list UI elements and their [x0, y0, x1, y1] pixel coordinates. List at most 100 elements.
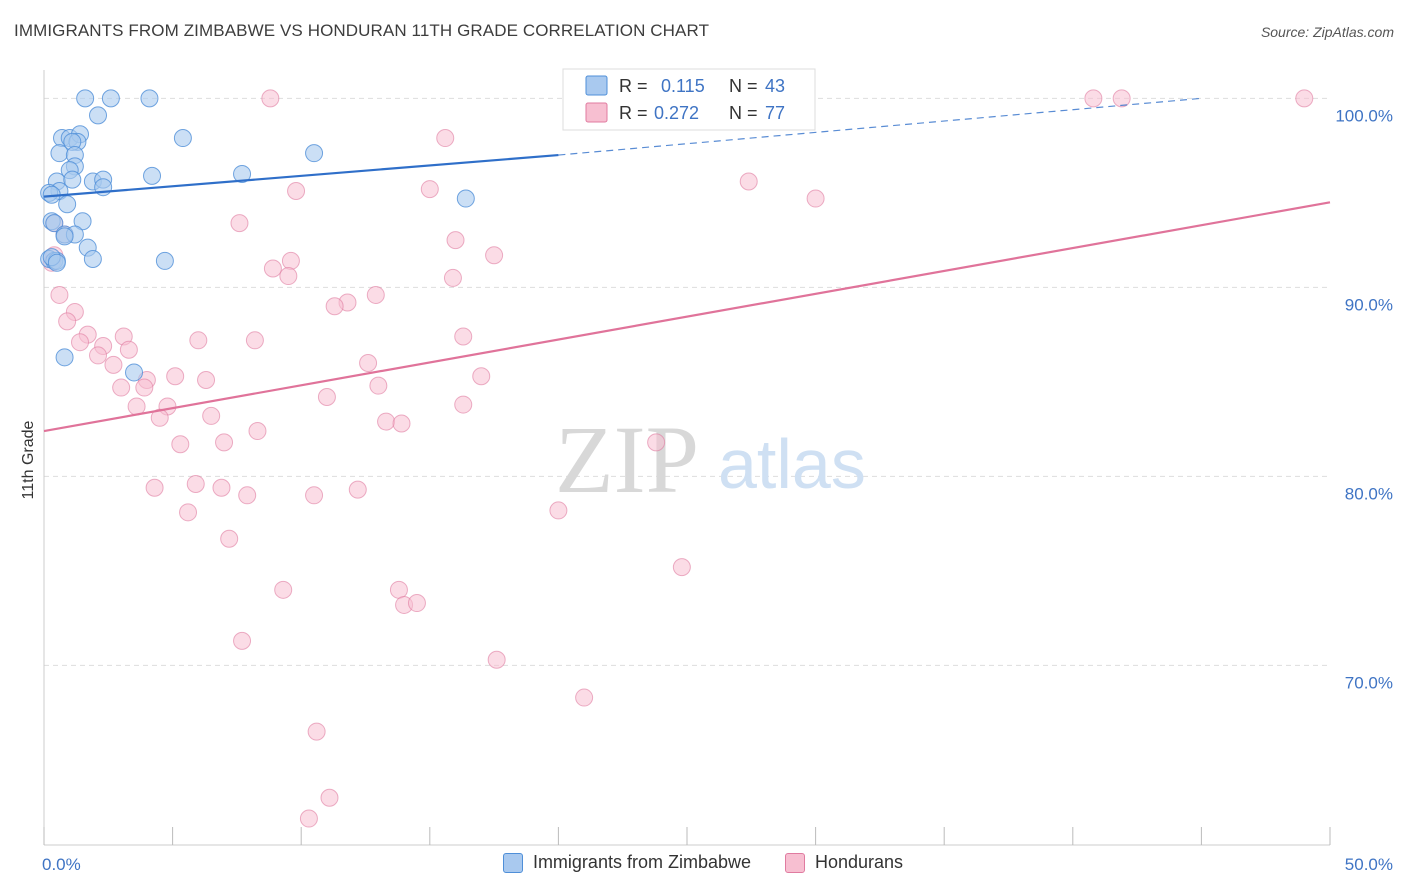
point-honduran [145, 478, 164, 497]
point-honduran [233, 631, 252, 650]
y-tick-label: 90.0% [1345, 295, 1393, 314]
gridlines [44, 97, 1330, 666]
legend-n-label-2: N = [729, 103, 758, 123]
point-honduran [739, 172, 758, 191]
point-honduran [274, 580, 293, 599]
source-label: Source: ZipAtlas.com [1260, 24, 1394, 40]
point-honduran [443, 268, 462, 287]
point-zimbabwe [233, 164, 252, 183]
series-zimbabwe [40, 89, 475, 382]
y-tick-label: 70.0% [1345, 673, 1393, 692]
point-honduran [307, 722, 326, 741]
point-honduran [71, 333, 90, 352]
legend-label-zimbabwe: Immigrants from Zimbabwe [532, 852, 751, 872]
point-honduran [472, 367, 491, 386]
point-honduran [806, 189, 825, 208]
point-honduran [230, 214, 249, 233]
point-zimbabwe [83, 250, 102, 269]
point-honduran [202, 406, 221, 425]
point-zimbabwe [173, 129, 192, 148]
point-honduran [436, 129, 455, 148]
point-honduran [220, 529, 239, 548]
point-zimbabwe [125, 363, 144, 382]
point-honduran [348, 480, 367, 499]
point-honduran [281, 251, 300, 270]
point-honduran [104, 355, 123, 374]
chart-title: IMMIGRANTS FROM ZIMBABWE VS HONDURAN 11T… [14, 21, 710, 40]
point-honduran [171, 435, 190, 454]
point-zimbabwe [63, 170, 82, 189]
point-honduran [212, 478, 231, 497]
point-honduran [672, 558, 691, 577]
point-honduran [215, 433, 234, 452]
point-honduran [454, 327, 473, 346]
trendlines [43, 97, 1331, 433]
point-honduran [485, 246, 504, 265]
legend-item-zimbabwe: Immigrants from Zimbabwe [502, 852, 751, 873]
y-tick-label: 100.0% [1335, 106, 1393, 125]
legend-swatch-hondurans [585, 102, 608, 123]
point-zimbabwe [55, 227, 74, 246]
point-honduran [1084, 89, 1103, 108]
point-honduran [50, 285, 69, 304]
point-honduran [369, 376, 388, 395]
point-zimbabwe [101, 89, 120, 108]
legend-n-value-2: 77 [765, 103, 785, 123]
legend-swatch-zimbabwe [585, 75, 608, 96]
point-honduran [197, 371, 216, 389]
point-zimbabwe [58, 195, 77, 214]
series-hondurans [42, 89, 1314, 828]
legend-item-hondurans: Hondurans [785, 852, 903, 873]
point-honduran [150, 408, 169, 427]
point-honduran [287, 181, 306, 200]
point-honduran [299, 809, 318, 828]
point-honduran [446, 231, 465, 250]
trendline-hondurans [43, 201, 1331, 433]
point-zimbabwe [76, 89, 95, 108]
point-honduran [320, 788, 339, 807]
point-honduran [359, 353, 378, 372]
legend-r-value-2: 0.272 [654, 103, 699, 123]
point-zimbabwe [73, 212, 92, 231]
legend-box: R = 0.115 N = 43 R = 0.272 N = 77 [562, 68, 816, 131]
point-honduran [112, 378, 131, 397]
point-zimbabwe [305, 144, 324, 163]
point-honduran [389, 580, 408, 599]
y-axis-title: 11th Grade [20, 420, 37, 499]
legend-r-label-1: R = [619, 76, 648, 96]
legend-swatch-hondurans-bottom [785, 852, 805, 873]
legend-n-label-1: N = [729, 76, 758, 96]
point-honduran [420, 180, 439, 199]
watermark-atlas: atlas [718, 425, 866, 503]
point-zimbabwe [47, 253, 66, 272]
x-tick-label-max: 50.0% [1345, 855, 1393, 874]
point-zimbabwe [45, 214, 64, 233]
legend-r-label-2: R = [619, 103, 648, 123]
point-honduran [279, 267, 298, 286]
point-zimbabwe [89, 106, 108, 125]
point-honduran [166, 367, 185, 386]
legend-swatch-zimbabwe-bottom [502, 852, 523, 873]
point-honduran [245, 331, 264, 350]
point-zimbabwe [456, 189, 475, 208]
point-honduran [407, 594, 426, 613]
point-honduran [186, 474, 205, 493]
point-honduran [248, 422, 267, 441]
point-honduran [58, 312, 77, 331]
watermark-zip: ZIP [555, 406, 699, 513]
point-zimbabwe [50, 144, 69, 163]
point-honduran [487, 650, 506, 669]
point-honduran [305, 486, 324, 505]
watermark: ZIP atlas [555, 406, 866, 513]
point-honduran [238, 486, 257, 505]
x-tick-label-min: 0.0% [42, 855, 81, 874]
point-honduran [317, 388, 336, 407]
point-honduran [263, 259, 282, 278]
point-honduran [392, 414, 411, 433]
point-honduran [377, 412, 396, 431]
y-tick-labels: 70.0% 80.0% 90.0% 100.0% [1335, 106, 1393, 692]
point-honduran [647, 433, 666, 452]
point-honduran [454, 395, 473, 414]
point-zimbabwe [55, 348, 74, 367]
